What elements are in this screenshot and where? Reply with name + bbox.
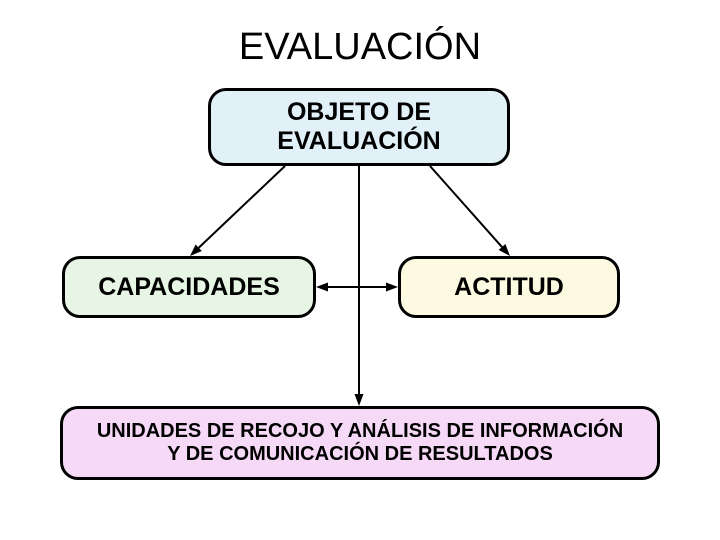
node-capacidades: CAPACIDADES: [62, 256, 316, 318]
node-label: OBJETO DEEVALUACIÓN: [277, 98, 440, 156]
node-objeto-evaluacion: OBJETO DEEVALUACIÓN: [208, 88, 510, 166]
diagram-title: EVALUACIÓN: [0, 26, 720, 69]
node-label: UNIDADES DE RECOJO Y ANÁLISIS DE INFORMA…: [97, 420, 623, 466]
node-label: ACTITUD: [454, 273, 564, 302]
node-actitud: ACTITUD: [398, 256, 620, 318]
node-unidades: UNIDADES DE RECOJO Y ANÁLISIS DE INFORMA…: [60, 406, 660, 480]
node-label: CAPACIDADES: [98, 273, 280, 302]
